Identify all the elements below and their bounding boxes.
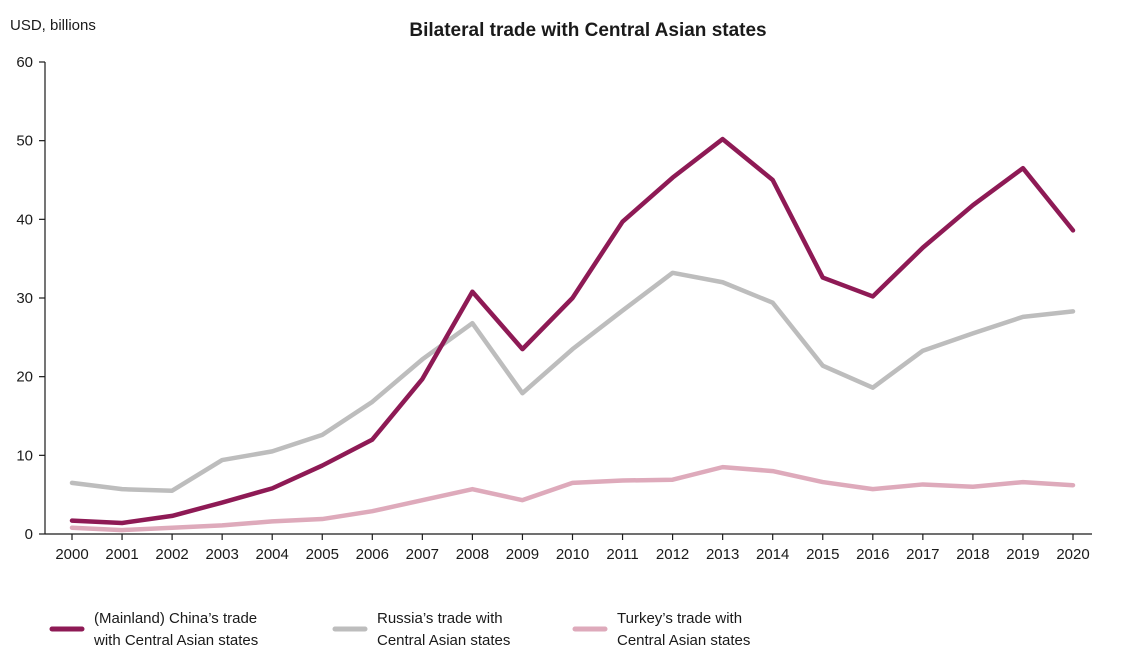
x-tick-label: 2008 xyxy=(456,546,489,563)
y-tick-label: 50 xyxy=(16,133,33,150)
y-tick-label: 60 xyxy=(16,54,33,71)
legend-label-0: (Mainland) China’s trade xyxy=(94,610,257,627)
x-tick-label: 2012 xyxy=(656,546,689,563)
x-tick-label: 2015 xyxy=(806,546,839,563)
x-tick-label: 2013 xyxy=(706,546,739,563)
x-tick-label: 2010 xyxy=(556,546,589,563)
x-tick-label: 2007 xyxy=(406,546,439,563)
series-layer xyxy=(69,136,1076,533)
y-tick-label: 0 xyxy=(25,526,33,543)
x-tick-label: 2001 xyxy=(105,546,138,563)
x-tick-label: 2020 xyxy=(1056,546,1089,563)
legend-label-2: Central Asian states xyxy=(617,632,750,648)
y-axis-unit-label: USD, billions xyxy=(10,17,96,34)
y-tick-label: 10 xyxy=(16,447,33,464)
series-line-1 xyxy=(69,270,1076,493)
x-tick-label: 2018 xyxy=(956,546,989,563)
x-tick-label: 2004 xyxy=(256,546,289,563)
axes xyxy=(44,62,1092,535)
x-tick-label: 2017 xyxy=(906,546,939,563)
legend-label-1: Russia’s trade with xyxy=(377,610,503,627)
series-line-0 xyxy=(69,136,1076,526)
legend-label-0: with Central Asian states xyxy=(93,632,258,648)
x-tick-label: 2019 xyxy=(1006,546,1039,563)
x-tick-label: 2016 xyxy=(856,546,889,563)
legend-label-2: Turkey’s trade with xyxy=(617,610,742,627)
y-axis-ticks: 0 10 20 30 40 50 60 xyxy=(16,54,45,543)
y-tick-label: 20 xyxy=(16,369,33,386)
x-tick-label: 2011 xyxy=(606,546,638,563)
x-tick-label: 2006 xyxy=(356,546,389,563)
legend: (Mainland) China’s trade with Central Asi… xyxy=(49,610,750,648)
series-line-2 xyxy=(69,464,1076,533)
y-tick-label: 40 xyxy=(16,211,33,228)
x-tick-label: 2009 xyxy=(506,546,539,563)
chart-title: Bilateral trade with Central Asian state… xyxy=(409,20,766,41)
x-tick-label: 2014 xyxy=(756,546,789,563)
y-tick-label: 30 xyxy=(16,290,33,307)
x-axis-ticks: 2000 2001 2002 2003 2004 2005 2006 2007 2008 2009… xyxy=(55,534,1090,563)
x-tick-label: 2002 xyxy=(155,546,188,563)
x-tick-label: 2000 xyxy=(55,546,88,563)
x-tick-label: 2005 xyxy=(306,546,339,563)
legend-label-1: Central Asian states xyxy=(377,632,510,648)
x-tick-label: 2003 xyxy=(205,546,238,563)
